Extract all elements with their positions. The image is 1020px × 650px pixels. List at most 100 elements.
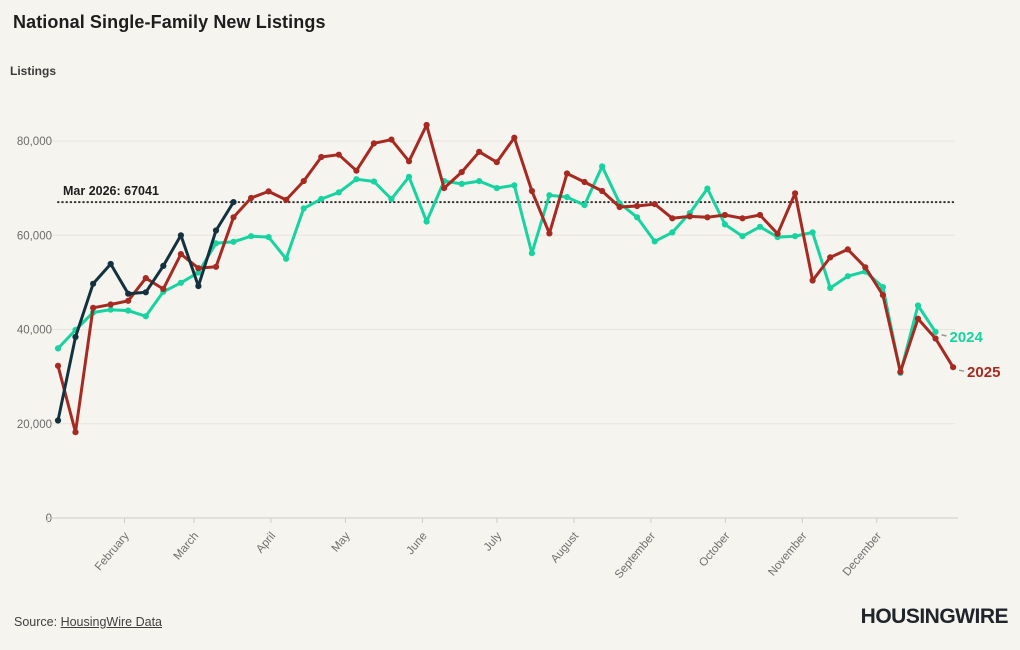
data-point [212, 227, 220, 234]
data-point [335, 189, 342, 196]
data-point [72, 429, 79, 436]
data-point [177, 251, 184, 258]
data-point [634, 214, 641, 221]
data-point [528, 250, 536, 257]
data-point [476, 148, 483, 155]
data-point [248, 194, 255, 202]
data-point [370, 178, 377, 185]
data-point [651, 238, 658, 245]
end-label-connector [941, 334, 947, 337]
month-label: June [405, 530, 430, 557]
data-point [458, 180, 465, 187]
data-point [230, 238, 237, 245]
month-label: July [482, 530, 504, 554]
data-point [72, 333, 79, 341]
data-point [107, 260, 114, 268]
data-point [792, 190, 799, 197]
data-point [265, 234, 272, 241]
data-point [177, 279, 184, 286]
housingwire-logo[interactable]: HOUSINGWIRE [860, 605, 1009, 628]
data-point [388, 195, 395, 203]
data-point [528, 187, 536, 195]
data-point [862, 264, 869, 271]
data-point [879, 284, 887, 291]
data-point [704, 185, 711, 192]
data-point [686, 213, 693, 220]
data-point [142, 313, 149, 320]
month-label: September [613, 530, 658, 581]
series-2026 [54, 199, 237, 424]
data-point [616, 203, 623, 211]
data-point [335, 151, 342, 158]
data-point [756, 211, 764, 219]
data-point [809, 277, 816, 284]
x-axis-labels: February March April May June July August Septe… [93, 518, 884, 581]
data-point [897, 368, 904, 375]
data-point [581, 202, 588, 209]
data-point [721, 211, 729, 219]
data-point [300, 178, 307, 185]
data-point [546, 192, 553, 199]
y-tick-label: 80,000 [17, 136, 52, 148]
data-point [195, 269, 202, 276]
data-point [177, 232, 184, 239]
data-point [827, 284, 834, 292]
end-label-connector [958, 369, 965, 372]
data-point [107, 301, 114, 308]
data-point [318, 153, 325, 161]
data-point [318, 195, 325, 203]
data-point [669, 215, 676, 222]
month-label: August [549, 530, 582, 566]
source-line: Source: HousingWire Data [14, 615, 162, 629]
data-point [195, 265, 202, 272]
series-end-label: 2025 [967, 364, 1000, 381]
data-point [353, 167, 360, 174]
data-point [563, 194, 571, 201]
y-axis-title: Listings [10, 64, 57, 78]
data-point [370, 140, 377, 147]
source-prefix: Source: [14, 615, 61, 629]
data-point [634, 202, 641, 210]
data-point [90, 304, 97, 311]
data-point [932, 328, 939, 335]
data-point [125, 307, 132, 314]
data-point [774, 230, 781, 237]
data-point [704, 214, 711, 221]
month-label: November [766, 530, 809, 578]
data-point [651, 201, 658, 208]
series-end-label: 2024 [950, 329, 984, 346]
data-point [54, 345, 62, 352]
data-point [90, 280, 97, 287]
data-point [248, 233, 255, 240]
data-point [669, 229, 676, 236]
data-point [546, 230, 553, 237]
data-point [914, 302, 922, 309]
data-point [54, 362, 62, 369]
series-line [56, 164, 937, 375]
data-point [405, 173, 413, 180]
data-point [405, 158, 413, 165]
data-point [300, 205, 307, 212]
data-point [914, 315, 922, 322]
data-point [125, 297, 132, 304]
data-point [721, 221, 729, 228]
data-point [283, 196, 290, 203]
data-point [476, 178, 483, 185]
data-point [950, 364, 957, 371]
data-point [599, 163, 606, 170]
data-point [283, 255, 290, 262]
data-point [441, 185, 448, 192]
month-label: March [172, 530, 202, 562]
data-point [423, 218, 430, 225]
data-point [879, 292, 887, 299]
y-tick-label: 60,000 [17, 230, 52, 242]
data-point [212, 240, 220, 247]
data-point [756, 223, 764, 230]
data-point [511, 134, 518, 141]
series-line [56, 123, 955, 434]
data-point [54, 417, 62, 424]
chart-canvas: 0 20,000 40,000 60,000 80,000 February March Ap… [17, 121, 1000, 581]
source-link[interactable]: HousingWire Data [60, 615, 162, 629]
data-point [458, 169, 465, 176]
